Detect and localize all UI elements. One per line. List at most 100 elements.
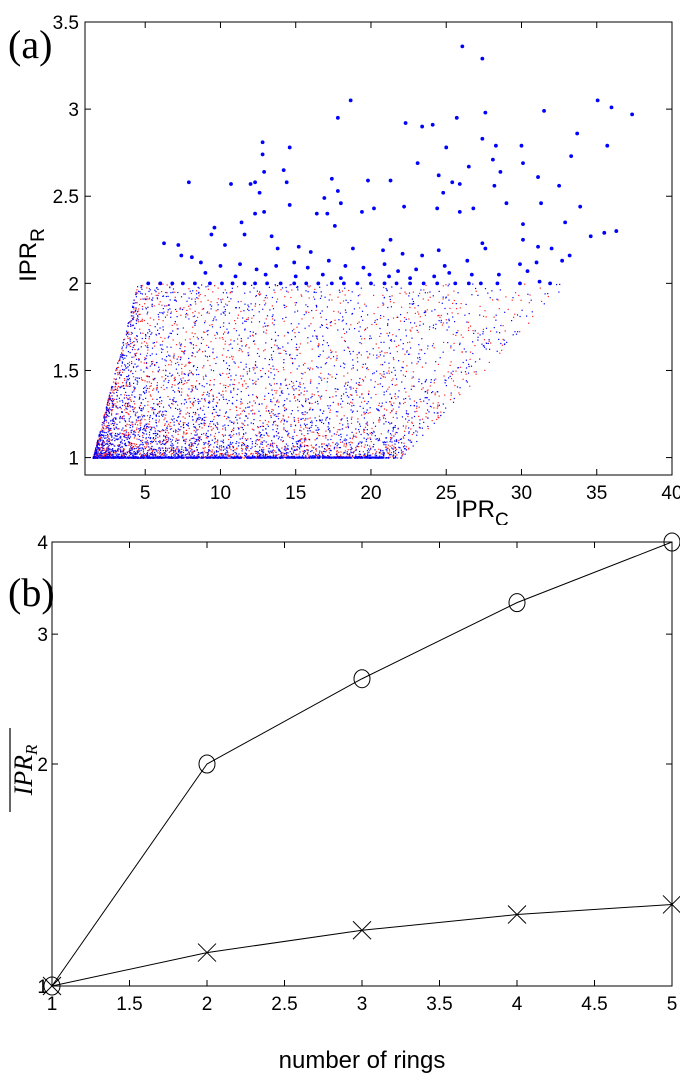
scatter-point-blue [127, 398, 129, 400]
scatter-point-blue [286, 420, 288, 422]
scatter-point-blue [295, 449, 297, 451]
scatter-point-blue [207, 430, 209, 432]
scatter-point-blue [291, 447, 293, 449]
scatter-point-red [127, 337, 129, 339]
scatter-point-blue [130, 430, 132, 432]
scatter-point-blue [379, 455, 381, 457]
scatter-point-blue [218, 447, 220, 449]
scatter-point-red [130, 385, 132, 387]
scatter-point-blue [294, 311, 296, 313]
scatter-point-red [274, 344, 276, 346]
scatter-point-red [498, 308, 500, 310]
scatter-point-red [128, 434, 130, 436]
scatter-point-blue [155, 414, 157, 416]
scatter-point-blue [135, 453, 137, 455]
scatter-point-red [145, 307, 147, 309]
scatter-point-red [387, 444, 389, 446]
scatter-point-red [117, 382, 119, 384]
scatter-point-blue [170, 441, 172, 443]
scatter-point-blue [387, 306, 389, 309]
scatter-point-blue [262, 425, 265, 427]
scatter-point-red [340, 454, 342, 456]
scatter-point-blue [137, 315, 139, 317]
scatter-point-red [373, 294, 375, 296]
scatter-point-blue [455, 303, 457, 305]
scatter-point-red [361, 401, 363, 403]
scatter-point-blue [382, 455, 385, 457]
scatter-point-red [194, 298, 196, 300]
scatter-point-blue [134, 414, 136, 416]
scatter-point-red [296, 454, 298, 456]
scatter-point-blue [180, 378, 182, 380]
scatter-point-blue [447, 285, 449, 287]
scatter-point-blue [486, 342, 488, 344]
scatter-point-blue [279, 394, 281, 397]
scatter-point-red [116, 367, 119, 369]
scatter-point-blue [346, 439, 348, 441]
scatter-point-blue [352, 410, 354, 412]
scatter-point-blue [130, 452, 132, 454]
scatter-point-red [270, 415, 272, 417]
scatter-point-red [215, 426, 217, 428]
scatter-point-blue [323, 422, 325, 425]
scatter-point-red [232, 445, 234, 447]
scatter-point-blue [350, 388, 352, 390]
scatter-point-blue [176, 453, 179, 455]
scatter-point-blue [352, 367, 354, 369]
scatter-point-blue [121, 411, 123, 413]
scatter-point-blue [304, 411, 306, 413]
scatter-point-red [256, 453, 259, 456]
scatter-point-blue [394, 440, 396, 442]
scatter-point-blue [216, 333, 218, 335]
scatter-point-red [198, 350, 200, 352]
scatter-point-red [277, 415, 279, 417]
scatter-point-red [360, 343, 363, 345]
scatter-point-blue [166, 346, 168, 348]
scatter-point-red [123, 378, 126, 380]
scatter-point-blue [146, 313, 148, 315]
scatter-point-blue [130, 323, 132, 325]
scatter-point-red [107, 449, 109, 451]
scatter-point-red [233, 389, 235, 391]
scatter-point-blue [410, 322, 412, 324]
scatter-point-red [185, 364, 187, 366]
scatter-point-blue [121, 346, 123, 348]
scatter-point-red [292, 455, 294, 457]
scatter-point-blue [176, 439, 178, 441]
scatter-point-blue [362, 407, 364, 409]
scatter-point-blue [105, 451, 107, 453]
scatter-point-blue [140, 346, 142, 348]
scatter-point-red [213, 416, 215, 418]
scatter-point-red [275, 413, 277, 416]
scatter-point-red [103, 449, 105, 451]
scatter-point-red [241, 453, 243, 455]
scatter-point-blue [262, 449, 264, 451]
scatter-point-blue [222, 333, 225, 335]
scatter-point-red [457, 367, 459, 369]
scatter-point-red [98, 442, 100, 444]
scatter-point-blue [124, 434, 126, 437]
scatter-point-blue [200, 439, 202, 441]
scatter-point-red [514, 313, 516, 315]
scatter-point-blue [255, 361, 257, 363]
scatter-point-red [302, 450, 304, 452]
scatter-point-red [177, 404, 179, 406]
scatter-point-red [265, 329, 268, 331]
scatter-point-blue [171, 439, 173, 441]
scatter-point-red [273, 421, 275, 423]
scatter-point-red [307, 452, 309, 454]
scatter-point-red [128, 344, 131, 346]
scatter-point-red [291, 289, 293, 291]
scatter-point-red [289, 284, 291, 286]
scatter-point-red [197, 429, 199, 431]
scatter-point-red [386, 446, 388, 448]
scatter-point-blue [135, 358, 138, 360]
scatter-point-blue [339, 291, 341, 293]
scatter-point-blue [359, 423, 361, 425]
scatter-point-red [161, 304, 163, 306]
scatter-point-blue [278, 436, 280, 438]
scatter-point-blue [219, 445, 221, 447]
scatter-point-red [541, 300, 543, 302]
scatter-point-red [222, 298, 224, 300]
scatter-point-red [176, 328, 178, 330]
